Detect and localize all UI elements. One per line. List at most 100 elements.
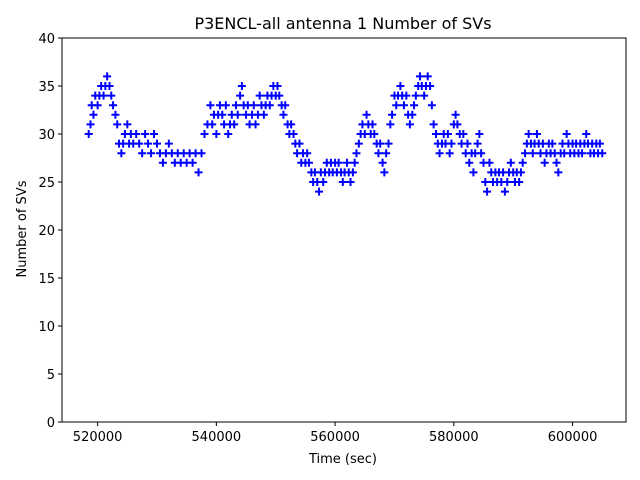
data-point xyxy=(459,130,468,138)
data-point xyxy=(188,158,197,167)
data-point xyxy=(423,72,432,81)
data-point xyxy=(315,187,324,196)
data-point xyxy=(237,82,246,90)
x-axis-label: Time (sec) xyxy=(308,452,377,467)
data-point xyxy=(265,101,274,110)
data-point xyxy=(230,120,239,129)
data-point xyxy=(376,139,385,148)
data-point xyxy=(113,120,122,129)
plot-frame xyxy=(61,37,627,423)
data-point xyxy=(111,110,120,119)
data-point xyxy=(289,130,298,138)
data-point xyxy=(477,149,486,158)
data-point xyxy=(342,158,351,167)
data-point xyxy=(524,130,533,138)
data-point xyxy=(295,139,304,148)
data-point xyxy=(93,101,102,110)
data-point xyxy=(218,110,227,119)
data-point xyxy=(396,82,405,90)
data-point xyxy=(99,91,108,100)
x-tick-label: 540000 xyxy=(192,430,242,445)
data-point xyxy=(86,120,95,129)
data-point xyxy=(233,110,242,119)
data-point xyxy=(368,120,377,129)
x-tick-label: 560000 xyxy=(310,430,360,445)
data-point xyxy=(429,120,438,129)
data-point xyxy=(123,120,132,129)
data-point xyxy=(386,120,395,129)
data-point xyxy=(89,110,98,119)
data-point xyxy=(432,130,441,138)
data-point xyxy=(303,149,312,158)
data-point xyxy=(582,130,591,138)
data-point xyxy=(453,120,462,129)
data-point xyxy=(503,178,512,186)
y-tick-label: 40 xyxy=(38,32,55,47)
data-point xyxy=(598,149,607,158)
data-point xyxy=(194,168,203,177)
data-point xyxy=(259,110,268,119)
data-point xyxy=(427,101,436,110)
data-point xyxy=(206,101,215,110)
data-point xyxy=(200,130,209,138)
data-point xyxy=(562,130,571,138)
data-point xyxy=(319,178,328,186)
data-point xyxy=(485,158,494,167)
data-point xyxy=(528,149,537,158)
data-point xyxy=(405,120,414,129)
data-point xyxy=(540,158,549,167)
y-tick-label: 35 xyxy=(38,80,55,95)
data-point xyxy=(105,82,114,90)
data-point xyxy=(249,101,258,110)
data-point xyxy=(281,101,290,110)
data-point xyxy=(388,110,397,119)
data-point xyxy=(107,91,116,100)
data-point xyxy=(197,149,206,158)
data-point xyxy=(595,139,604,148)
data-point xyxy=(532,130,541,138)
data-point xyxy=(255,91,264,100)
data-point xyxy=(451,110,460,119)
data-point xyxy=(287,120,296,129)
data-point xyxy=(135,139,144,148)
data-point xyxy=(346,178,355,186)
data-point xyxy=(251,120,260,129)
data-point xyxy=(443,130,452,138)
data-point xyxy=(445,149,454,158)
data-point xyxy=(150,130,159,138)
data-point xyxy=(103,72,112,81)
data-point xyxy=(411,91,420,100)
data-point xyxy=(279,110,288,119)
data-point xyxy=(382,149,391,158)
data-point xyxy=(506,158,515,167)
data-point xyxy=(469,168,478,177)
data-point xyxy=(554,168,563,177)
y-tick-label: 0 xyxy=(47,416,55,431)
data-point xyxy=(132,130,141,138)
data-point xyxy=(420,91,429,100)
data-point xyxy=(224,130,233,138)
data-point xyxy=(516,168,525,177)
data-point xyxy=(350,158,359,167)
data-point xyxy=(380,168,389,177)
data-point xyxy=(402,91,411,100)
y-axis-label: Number of SVs xyxy=(15,180,30,277)
data-point xyxy=(212,130,221,138)
data-point xyxy=(348,168,357,177)
data-point xyxy=(236,91,245,100)
data-point xyxy=(221,101,230,110)
y-tick-label: 15 xyxy=(38,272,55,287)
data-point xyxy=(370,130,379,138)
data-point xyxy=(354,139,363,148)
data-point xyxy=(465,158,474,167)
y-tick-label: 20 xyxy=(38,224,55,239)
data-point xyxy=(521,149,530,158)
data-point xyxy=(399,101,408,110)
data-point xyxy=(117,149,126,158)
data-point xyxy=(275,91,284,100)
plot-area xyxy=(84,72,607,196)
data-point xyxy=(352,149,361,158)
data-point xyxy=(109,101,118,110)
x-axis: 520000 540000 560000 580000 600000 xyxy=(73,422,597,445)
